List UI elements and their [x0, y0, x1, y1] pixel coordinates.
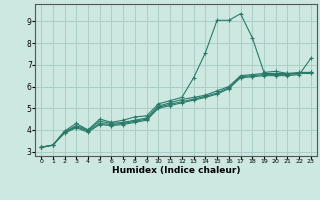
X-axis label: Humidex (Indice chaleur): Humidex (Indice chaleur) — [112, 166, 240, 175]
